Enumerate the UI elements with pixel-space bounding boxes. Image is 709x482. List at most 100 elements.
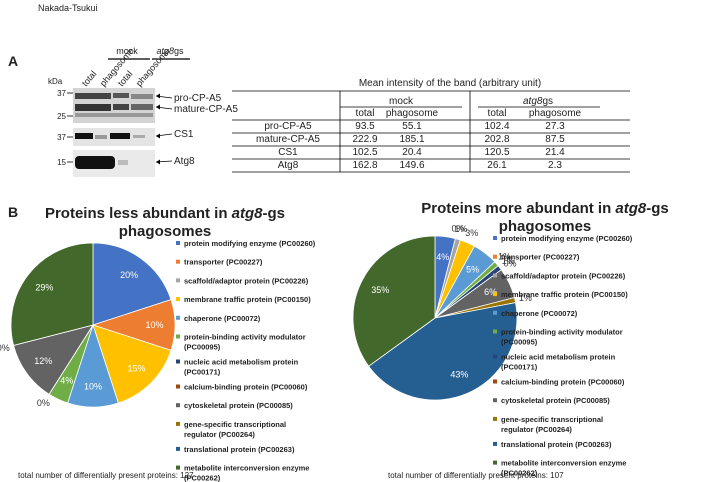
footnote: total number of differentially present p…: [388, 471, 564, 480]
table-cell: pro-CP-A5: [264, 121, 312, 132]
chart-title: phagosomes: [499, 218, 592, 235]
legend-swatch: [176, 315, 180, 320]
legend-label: cytoskeletal protein (PC00085): [501, 396, 610, 405]
kda-marker: 37: [57, 133, 66, 142]
panel-label: B: [8, 204, 18, 220]
value-label: 1%: [519, 293, 532, 303]
value-label: 0%: [503, 259, 516, 269]
legend-swatch: [493, 354, 497, 359]
chart-title: phagosomes: [119, 223, 212, 240]
table-cell: 120.5: [484, 147, 509, 158]
table-cell: 2.3: [548, 160, 562, 171]
legend-label: translational protein (PC00263): [501, 440, 612, 449]
table-cell: 87.5: [545, 134, 565, 145]
footnote: total number of differentially present p…: [18, 471, 194, 480]
value-label: 1%: [498, 252, 511, 262]
table-cell: 162.8: [352, 160, 377, 171]
legend-swatch: [493, 416, 497, 421]
value-label: 3%: [465, 228, 478, 238]
legend-label: calcium-binding protein (PC00060): [184, 383, 308, 392]
legend-label: protein modifying enzyme (PC00260): [501, 234, 633, 243]
table-cell: 185.1: [399, 134, 424, 145]
group-label: atg8gs: [156, 46, 184, 56]
legend-label: metabolite interconversion enzyme (PC0026…: [184, 464, 309, 482]
value-label: 0%: [452, 223, 465, 233]
kda-marker: 25: [57, 112, 66, 121]
blot: [73, 88, 155, 177]
table-cell: 55.1: [402, 121, 422, 132]
table-cell: CS1: [278, 147, 298, 158]
table-cell: 222.9: [352, 134, 377, 145]
value-label: 1%: [454, 224, 467, 234]
legend-swatch: [493, 398, 497, 403]
legend-label: transporter (PC00227): [184, 258, 263, 267]
table-col-header: phagosome: [529, 108, 582, 119]
value-label: 12%: [34, 356, 52, 366]
band-label: CS1: [174, 129, 194, 140]
table-cell: 202.8: [484, 134, 509, 145]
legend-swatch: [176, 278, 180, 283]
table-cell: 26.1: [487, 160, 507, 171]
legend-swatch: [493, 310, 497, 315]
legend-swatch: [176, 259, 180, 264]
legend-swatch: [493, 379, 497, 384]
pie-slice: [13, 324, 94, 395]
legend-swatch: [493, 292, 497, 297]
kda-marker: 37: [57, 89, 66, 98]
legend-label: nucleic acid metabolism protein (PC00171): [184, 358, 299, 377]
pie-slice: [92, 324, 172, 404]
chart-title: Proteins less abundant in atg8-gs: [45, 205, 285, 222]
value-label: 4%: [436, 252, 449, 262]
legend-label: scaffold/adaptor protein (PC00226): [184, 276, 309, 285]
value-label: 6%: [484, 287, 497, 297]
band-label: pro-CP-A5: [174, 93, 222, 104]
legend-swatch: [176, 359, 180, 364]
group-label: mock: [116, 46, 138, 56]
author: Nakada-Tsukui: [38, 3, 98, 13]
legend-swatch: [493, 329, 497, 334]
legend-label: membrane traffic protein (PC00150): [184, 295, 311, 304]
pie-slice: [92, 242, 172, 326]
legend-swatch: [176, 421, 180, 426]
legend-swatch: [176, 446, 180, 451]
legend-swatch: [493, 460, 497, 465]
legend-label: translational protein (PC00263): [184, 445, 295, 454]
kda-marker: 15: [57, 158, 66, 167]
legend-label: chaperone (PC00072): [501, 309, 578, 318]
legend-label: scaffold/adaptor protein (PC00226): [501, 271, 626, 280]
legend-label: transporter (PC00227): [501, 253, 580, 262]
legend-label: chaperone (PC00072): [184, 314, 261, 323]
table-cell: 93.5: [355, 121, 375, 132]
legend-label: cytoskeletal protein (PC00085): [184, 401, 293, 410]
band-label: mature-CP-A5: [174, 104, 238, 115]
legend-label: gene-specific transcriptional regulator (…: [184, 420, 286, 439]
value-label: 1%: [502, 256, 515, 266]
arrow-head: [156, 93, 160, 99]
table-group: mock: [389, 96, 414, 107]
value-label: 4%: [60, 376, 73, 386]
legend-label: nucleic acid metabolism protein (PC00171): [501, 353, 616, 372]
table-cell: Atg8: [278, 160, 299, 171]
table-cell: 20.4: [402, 147, 422, 158]
legend-swatch: [176, 334, 180, 339]
legend-swatch: [176, 241, 180, 245]
arrow-head: [156, 133, 160, 139]
value-label: 10%: [145, 320, 163, 330]
pie-slice: [352, 235, 436, 367]
table-cell: 102.4: [484, 121, 509, 132]
table-lines: [232, 90, 630, 173]
value-label: 20%: [120, 270, 138, 280]
legend-swatch: [176, 297, 180, 302]
value-label: 43%: [450, 369, 468, 379]
table-group: atg8gs: [523, 96, 553, 107]
legend-label: gene-specific transcriptional regulator (…: [501, 415, 603, 434]
table-col-header: phagosome: [386, 108, 439, 119]
table-cell: 149.6: [399, 160, 424, 171]
value-label: 35%: [371, 285, 389, 295]
band-label: Atg8: [174, 156, 195, 167]
value-label: 15%: [127, 363, 145, 373]
value-label: 10%: [84, 382, 102, 392]
legend-swatch: [176, 403, 180, 408]
legend-swatch: [176, 384, 180, 389]
